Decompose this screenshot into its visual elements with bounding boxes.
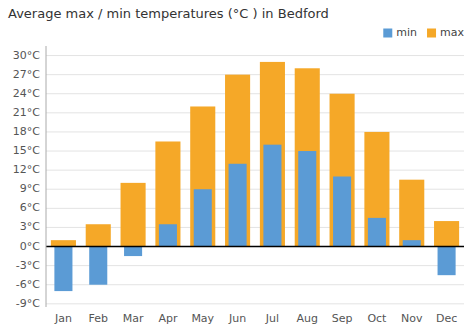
bar: [89, 247, 107, 285]
y-tick-label: 24°C: [13, 87, 40, 100]
grid-line: [46, 93, 464, 94]
grid-line: [46, 170, 464, 171]
grid-line: [46, 303, 464, 304]
x-tick-label: Jan: [54, 312, 72, 325]
bar: [295, 68, 320, 246]
grid-line: [46, 112, 464, 113]
y-tick-label: 27°C: [13, 68, 40, 81]
grid-line: [46, 246, 464, 247]
x-tick-label: Nov: [401, 312, 423, 325]
bar: [434, 221, 459, 246]
grid-line: [46, 284, 464, 285]
bar: [330, 94, 355, 247]
series: [51, 62, 459, 247]
y-tick-label: 15°C: [13, 144, 40, 157]
x-tick-label: May: [191, 312, 214, 325]
y-tick-label: -9°C: [16, 297, 40, 310]
y-tick-label: -6°C: [16, 278, 40, 291]
chart: Average max / min temperatures (°C ) in …: [0, 0, 474, 331]
legend-swatch: [427, 29, 436, 38]
bar: [124, 247, 142, 257]
bar: [403, 240, 421, 246]
bar: [399, 180, 424, 247]
bar: [225, 75, 250, 247]
grid-line: [46, 151, 464, 152]
bar: [86, 224, 111, 246]
bar: [298, 151, 316, 246]
bar: [159, 224, 177, 246]
legend: min max: [383, 26, 464, 39]
series: [54, 145, 455, 291]
bar: [51, 240, 76, 246]
y-tick-label: 21°C: [13, 106, 40, 119]
bar: [155, 141, 180, 246]
bar: [333, 177, 351, 247]
bar: [194, 189, 212, 246]
x-tick-label: Dec: [436, 312, 457, 325]
bar: [368, 218, 386, 247]
y-tick-label: 6°C: [20, 201, 40, 214]
bar: [190, 106, 215, 246]
bar: [438, 247, 456, 276]
x-tick-label: Aug: [297, 312, 318, 325]
legend-label: max: [440, 26, 464, 39]
y-tick-label: 9°C: [20, 182, 40, 195]
x-tick-label: Oct: [367, 312, 387, 325]
x-tick-label: Feb: [89, 312, 108, 325]
bars: [51, 62, 459, 291]
title: Average max / min temperatures (°C ) in …: [8, 6, 329, 21]
legend-swatch: [383, 29, 392, 38]
baseline: [46, 246, 464, 248]
y-tick-label: 0°C: [20, 240, 40, 253]
y-axis: [46, 46, 47, 307]
y-ticks: -9°C -6°C -3°C 0°C 3°C 6°C 9°C 12°C 15°C 18°C 21°C…: [13, 49, 40, 310]
grid-line: [46, 55, 464, 56]
bar: [263, 145, 281, 247]
y-tick-label: 18°C: [13, 125, 40, 138]
bar: [121, 183, 146, 247]
x-tick-label: Sep: [332, 312, 353, 325]
y-tick-label: 30°C: [13, 49, 40, 62]
x-tick-label: Jun: [228, 312, 246, 325]
x-tick-label: Mar: [123, 312, 144, 325]
y-tick-label: 12°C: [13, 163, 40, 176]
grid-line: [46, 265, 464, 266]
bar: [229, 164, 247, 247]
grid: [46, 56, 464, 304]
legend-label: min: [396, 26, 417, 39]
x-tick-label: Jul: [265, 312, 279, 325]
y-tick-label: 3°C: [20, 220, 40, 233]
y-tick-label: -3°C: [16, 259, 40, 272]
grid-line: [46, 74, 464, 75]
x-ticks: Jan Feb Mar Apr May Jun Jul Aug Sep Oct Nov Dec: [54, 312, 457, 325]
bar: [260, 62, 285, 247]
grid-line: [46, 131, 464, 132]
bar: [54, 247, 72, 292]
x-tick-label: Apr: [158, 312, 178, 325]
bar: [364, 132, 389, 247]
